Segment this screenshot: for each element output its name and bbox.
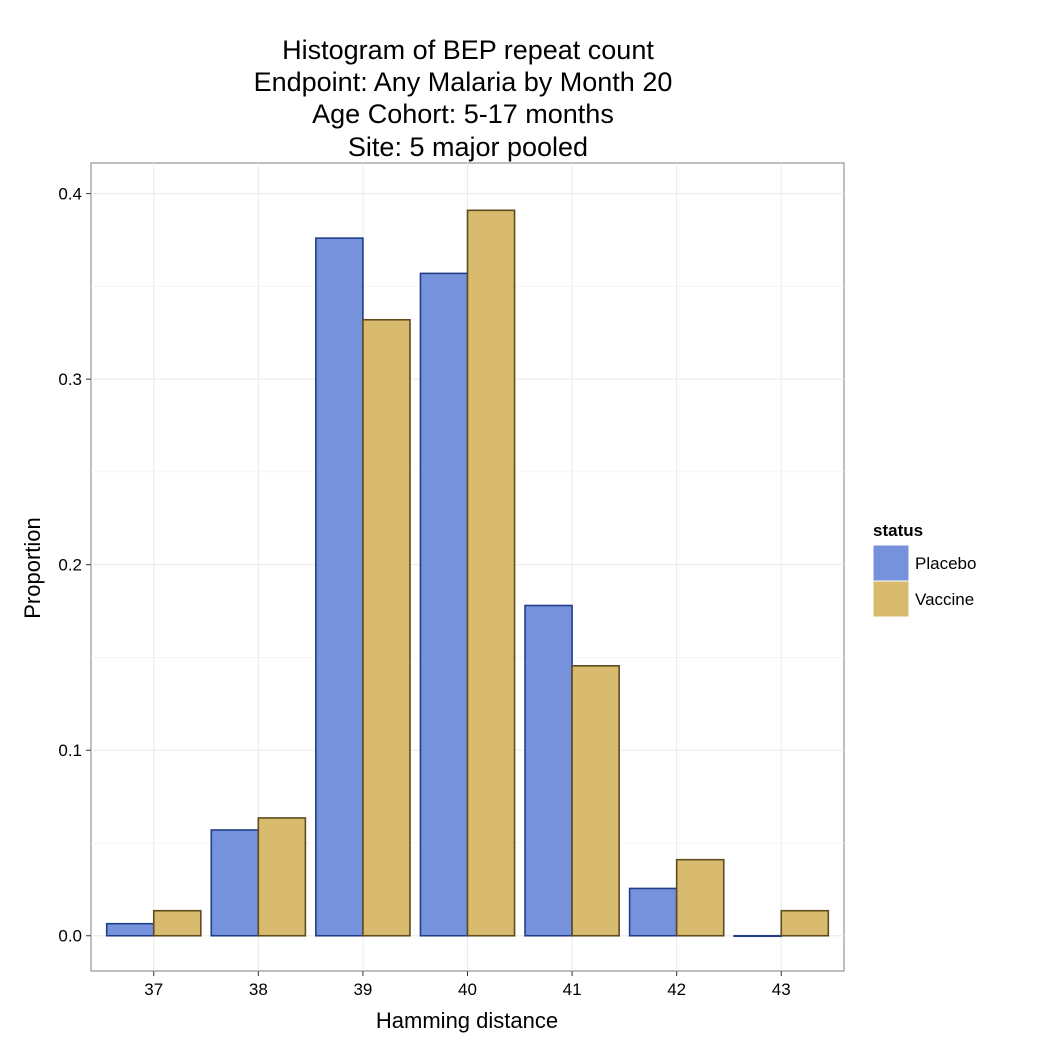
legend-key-placebo bbox=[872, 544, 910, 582]
y-axis-title: Proportion bbox=[20, 517, 45, 619]
y-tick-label: 0.2 bbox=[58, 556, 82, 575]
x-tick-label: 38 bbox=[249, 980, 268, 999]
bar-vaccine-40 bbox=[466, 209, 516, 937]
bar-vaccine-43 bbox=[780, 909, 830, 937]
x-axis-ticks: 37 38 39 40 41 42 43 bbox=[144, 971, 791, 999]
x-axis-title: Hamming distance bbox=[376, 1008, 558, 1033]
bar-vaccine-42 bbox=[675, 858, 725, 937]
title-line-1: Histogram of BEP repeat count bbox=[282, 35, 654, 65]
legend-title: status bbox=[873, 521, 923, 540]
y-tick-label: 0.1 bbox=[58, 741, 82, 760]
bar-placebo-38 bbox=[210, 829, 260, 937]
bar-placebo-40 bbox=[419, 272, 469, 937]
bar-vaccine-38 bbox=[257, 817, 307, 937]
x-tick-label: 40 bbox=[458, 980, 477, 999]
legend-label-vaccine: Vaccine bbox=[915, 590, 974, 609]
legend-key-vaccine bbox=[872, 580, 910, 618]
title-line-3: Age Cohort: 5-17 months bbox=[312, 99, 614, 129]
bars bbox=[105, 209, 830, 938]
x-tick-label: 42 bbox=[667, 980, 686, 999]
x-tick-label: 43 bbox=[772, 980, 791, 999]
bar-placebo-37 bbox=[105, 922, 155, 937]
bar-placebo-41 bbox=[524, 604, 573, 937]
bar-vaccine-37 bbox=[152, 909, 202, 937]
title-line-4: Site: 5 major pooled bbox=[348, 132, 588, 162]
bar-placebo-43 bbox=[733, 934, 783, 938]
legend: status Placebo Vaccine bbox=[872, 521, 976, 618]
legend-label-placebo: Placebo bbox=[915, 554, 976, 573]
y-axis-ticks: 0.0 0.1 0.2 0.3 0.4 bbox=[58, 185, 91, 946]
chart-title: Histogram of BEP repeat count Endpoint: … bbox=[254, 35, 673, 162]
y-tick-label: 0.4 bbox=[58, 185, 82, 204]
bar-vaccine-41 bbox=[571, 664, 620, 937]
bar-placebo-42 bbox=[628, 887, 678, 937]
legend-items: Placebo Vaccine bbox=[872, 544, 976, 618]
title-line-2: Endpoint: Any Malaria by Month 20 bbox=[254, 67, 673, 97]
bar-placebo-39 bbox=[315, 237, 364, 937]
y-tick-label: 0.0 bbox=[58, 927, 82, 946]
x-tick-label: 37 bbox=[144, 980, 163, 999]
y-tick-label: 0.3 bbox=[58, 370, 82, 389]
x-tick-label: 41 bbox=[563, 980, 582, 999]
bar-vaccine-39 bbox=[362, 318, 411, 937]
x-tick-label: 39 bbox=[353, 980, 372, 999]
